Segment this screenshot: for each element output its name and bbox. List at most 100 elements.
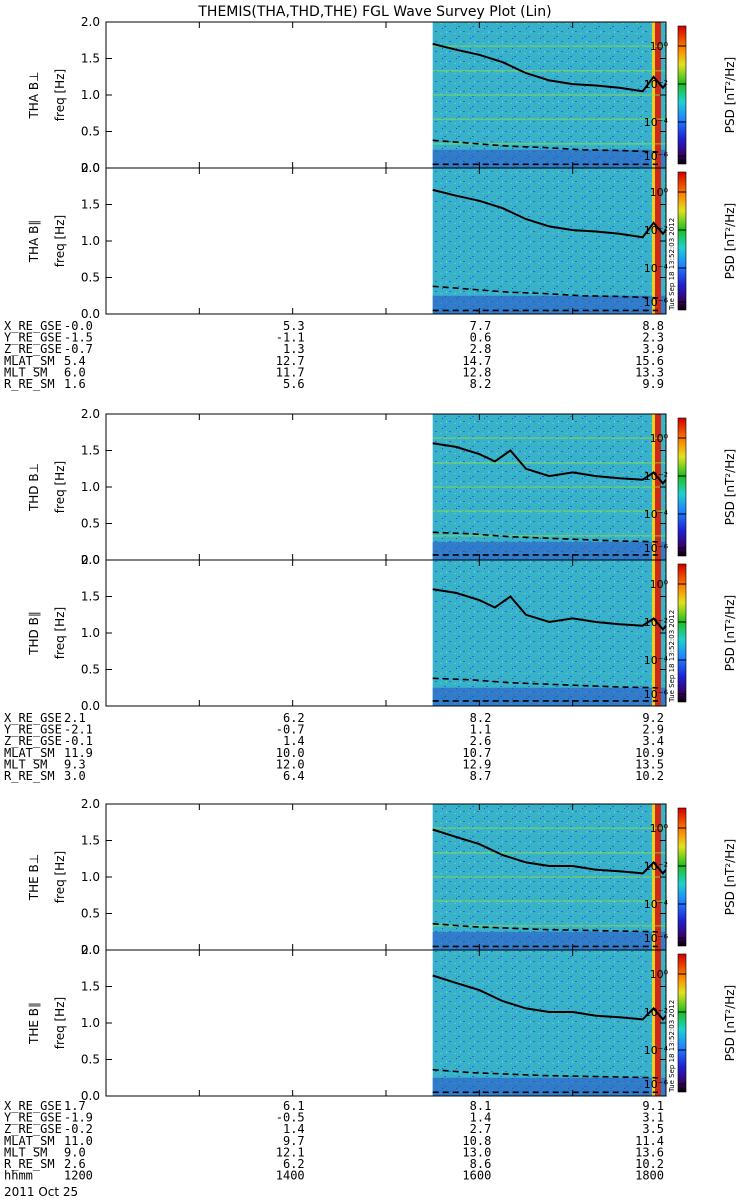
ephemeris-row-name: MLT_SM [4,1145,47,1159]
colorbar-tick-label: 10⁻⁴ [644,262,669,275]
panel-label: THD B∥ [27,611,41,656]
y-tick-label: 0.5 [81,271,100,285]
colorbar [677,807,687,947]
spectrogram-panel: 0.0 0.5 1.0 1.5 2.0 THE B⊥ freq [Hz] 10⁰ 10⁻² 10⁻… [27,797,737,957]
dashed-upper-curve [432,285,659,299]
ephemeris-value: 8.8 [642,319,664,333]
y-tick-label: 0.5 [81,663,100,677]
ephemeris-value: 2.6 [64,1157,86,1171]
colorbar [677,563,687,703]
colorbar-tick-label: 10⁻⁴ [644,654,669,667]
ephemeris-value: 9.9 [642,377,664,391]
colorbar-tick-label: 10⁰ [650,578,669,591]
ephemeris-value: 13.5 [635,757,664,771]
ephemeris-value: 1600 [462,1169,491,1183]
y-tick-label: 0.0 [81,1089,100,1103]
ephemeris-value: 3.4 [642,734,664,748]
ephemeris-row-name: MLAT_SM [4,746,55,760]
ephemeris-value: 8.2 [470,711,492,725]
ephemeris-value: 2.8 [470,342,492,356]
ephemeris-value: 5.6 [283,377,305,391]
ephemeris-value: -0.2 [64,1122,93,1136]
ephemeris-value: 2.9 [642,723,664,737]
ephemeris-value: 10.0 [276,746,305,760]
ephemeris-value: 1800 [635,1169,664,1183]
timestamp-label: Tue Sep 18 13:52:03 2012 [668,218,676,311]
dashed-upper-curve [432,922,659,933]
ephemeris-row-name: X_RE_GSE [4,711,62,725]
ephemeris-value: 5.4 [64,354,86,368]
ephemeris-table: X_RE_GSE 1.7 6.1 8.1 9.1Y_RE_GSE -1.9 -0.5 1.4 3… [4,1099,664,1183]
ephemeris-value: 2.3 [642,331,664,345]
colorbar-label: PSD [nT²/Hz] [723,595,737,671]
y-tick-label: 0.0 [81,307,100,321]
y-tick-label: 2.0 [81,161,100,175]
bright-band-edge [652,168,656,314]
ephemeris-value: 8.1 [470,1099,492,1113]
ephemeris-value: 3.1 [642,1111,664,1125]
colorbar [677,25,687,165]
timestamp-label: Tue Sep 18 13:52:03 2012 [668,1000,676,1093]
bright-band-core [655,168,661,314]
colorbar-tick-label: 10⁻² [644,616,668,629]
y-tick-label: 2.0 [81,15,100,29]
ephemeris-value: 1.1 [470,723,492,737]
colorbar-tick-label: 10⁻² [644,470,668,483]
y-tick-label: 1.0 [81,870,100,884]
gyrofrequency-curve [432,442,667,485]
colorbar [677,417,687,557]
y-tick-label: 2.0 [81,943,100,957]
ephemeris-value: 6.2 [283,1157,305,1171]
ephemeris-value: 10.9 [635,746,664,760]
ephemeris-value: 6.1 [283,1099,305,1113]
colorbar-tick-label: 10⁻² [644,1006,668,1019]
y-axis-label: freq [Hz] [53,851,67,903]
colorbar-tick-label: 10⁻⁶ [644,296,669,309]
colorbar-label: PSD [nT²/Hz] [723,985,737,1061]
ephemeris-value: 1.7 [64,1099,86,1113]
y-tick-label: 1.5 [81,444,100,458]
y-tick-label: 0.5 [81,1053,100,1067]
colorbar-tick-label: 10⁻⁴ [644,898,669,911]
ephemeris-value: -0.1 [64,734,93,748]
ephemeris-value: 6.2 [283,711,305,725]
ephemeris-value: 9.0 [64,1145,86,1159]
panel-label: THA B⊥ [27,71,41,119]
ephemeris-row-name: R_RE_SM [4,769,55,783]
ephemeris-value: 9.1 [642,1099,664,1113]
ephemeris-value: 11.4 [635,1134,664,1148]
ephemeris-value: 2.1 [64,711,86,725]
colorbar-tick-label: 10⁰ [650,822,669,835]
ephemeris-value: 9.7 [283,1134,305,1148]
y-tick-label: 1.5 [81,52,100,66]
ephemeris-value: 3.5 [642,1122,664,1136]
ephemeris-value: 12.9 [462,757,491,771]
y-tick-label: 0.0 [81,943,100,957]
y-tick-label: 0.0 [81,553,100,567]
colorbar-tick-label: 10⁻² [644,224,668,237]
colorbar-label: PSD [nT²/Hz] [723,839,737,915]
ephemeris-value: 13.0 [462,1145,491,1159]
ephemeris-value: 0.6 [470,331,492,345]
ephemeris-table: X_RE_GSE 2.1 6.2 8.2 9.2Y_RE_GSE -2.1 -0.7 1.1 2… [4,711,664,783]
ephemeris-value: 1200 [64,1169,93,1183]
colorbar-tick-label: 10⁻⁴ [644,116,669,129]
ephemeris-value: 13.6 [635,1145,664,1159]
ephemeris-value: 11.9 [64,746,93,760]
dashed-upper-curve [432,531,659,543]
gyrofrequency-curve [432,974,667,1021]
y-tick-label: 2.0 [81,797,100,811]
y-tick-label: 0.0 [81,161,100,175]
spectrogram-panel: 0.0 0.5 1.0 1.5 2.0 THD B∥ freq [Hz] 10⁰ 10⁻² 10⁻… [27,553,737,713]
colorbar-tick-label: 10⁻⁶ [644,688,669,701]
ephemeris-value: -1.9 [64,1111,93,1125]
colorbar-tick-label: 10⁰ [650,432,669,445]
y-axis-label: freq [Hz] [53,607,67,659]
ephemeris-value: 8.7 [470,769,492,783]
ephemeris-value: 13.3 [635,365,664,379]
panel-label: THE B⊥ [27,854,41,901]
ephemeris-value: 12.0 [276,757,305,771]
y-axis-label: freq [Hz] [53,461,67,513]
ephemeris-value: 14.7 [462,354,491,368]
spectrogram-panel: 0.0 0.5 1.0 1.5 2.0 THA B⊥ freq [Hz] 10⁰ 10⁻² 10⁻… [27,15,737,175]
